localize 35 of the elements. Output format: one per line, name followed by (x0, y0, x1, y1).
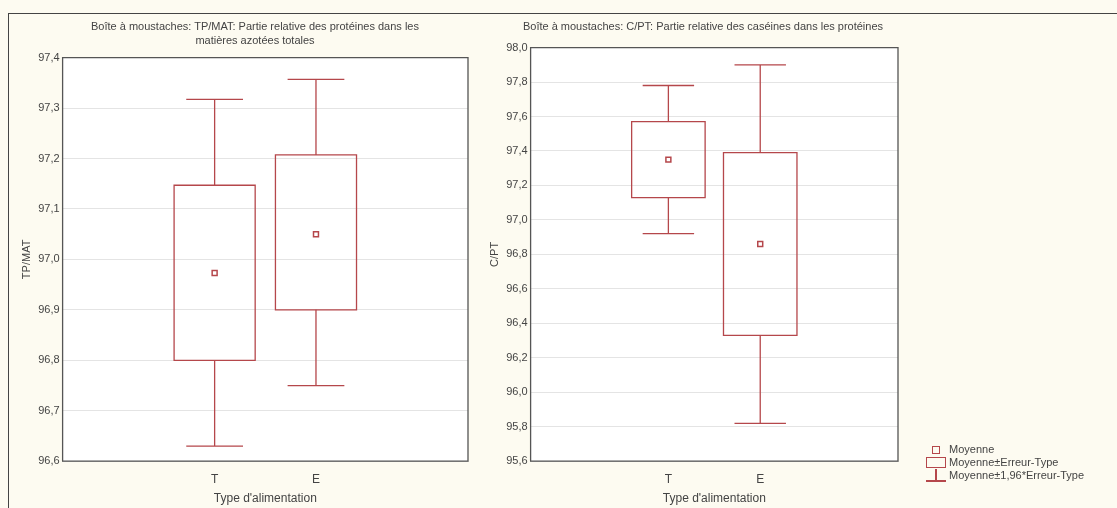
y-tick-label: 97,0 (38, 252, 60, 265)
y-tick-label: 97,8 (506, 75, 528, 88)
y-tick-label: 96,9 (38, 302, 60, 315)
x-axis-title: Type d'alimentation (662, 491, 766, 506)
y-tick-label: 96,6 (38, 454, 60, 467)
y-tick-label: 96,8 (38, 353, 60, 366)
y-tick-label: 96,8 (506, 247, 528, 260)
chart-title: Boîte à moustaches: TP/MAT: Partie relative des protéines dans les matières azotées totales (90, 19, 420, 47)
x-tick-label: E (756, 471, 765, 486)
y-tick-label: 95,6 (506, 454, 528, 467)
y-tick-label: 96,6 (506, 281, 528, 294)
y-tick-label: 97,4 (38, 50, 60, 63)
chart-title: Boîte à moustaches: C/PT: Partie relative des caséines dans les protéines (521, 19, 885, 33)
y-tick-label: 95,8 (506, 419, 528, 432)
x-tick-label: T (664, 471, 673, 486)
y-tick-label: 98,0 (506, 40, 528, 53)
y-tick-label: 97,3 (38, 101, 60, 114)
y-tick-label: 96,0 (506, 385, 528, 398)
y-tick-label: 97,2 (38, 151, 60, 164)
y-tick-label: 97,6 (506, 109, 528, 122)
y-tick-label: 97,4 (506, 144, 528, 157)
y-axis-title: TP/MAT (19, 239, 32, 280)
x-tick-label: E (311, 471, 320, 486)
text: Moyenne±Erreur-Type (949, 456, 1059, 469)
y-tick-label: 97,0 (506, 212, 528, 225)
y-tick-label: 96,2 (506, 350, 528, 363)
y-axis-title: C/PT (487, 241, 500, 267)
text: Moyenne±1,96*Erreur-Type (949, 469, 1085, 482)
x-axis-title: Type d'alimentation (213, 491, 317, 506)
y-tick-label: 96,7 (38, 403, 60, 416)
y-tick-label: 96,4 (506, 316, 528, 329)
y-tick-label: 97,2 (506, 178, 528, 191)
text: Moyenne (949, 443, 995, 456)
x-tick-label: T (210, 471, 219, 486)
y-tick-label: 97,1 (38, 201, 60, 214)
